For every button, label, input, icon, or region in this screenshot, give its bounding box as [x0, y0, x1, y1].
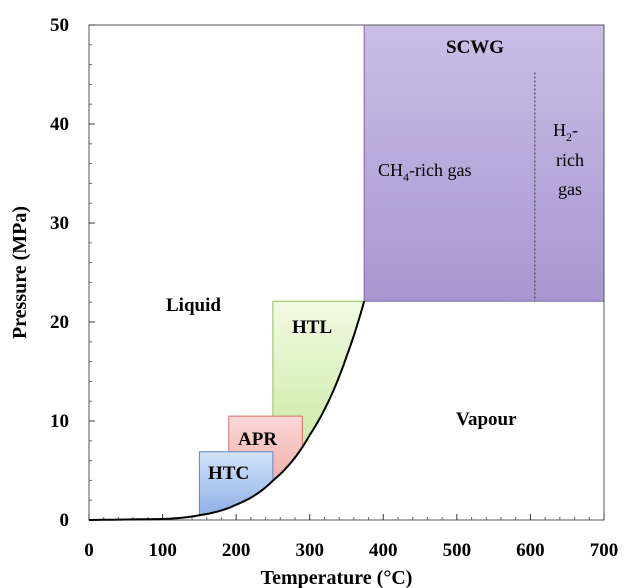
x-tick-label: 500 [443, 540, 472, 561]
saturation-curve-line [89, 300, 366, 521]
y-axis-title: Pressure (MPa) [9, 206, 31, 339]
h2-rich-label-line2: rich [556, 150, 584, 170]
y-tick-label: 40 [50, 114, 69, 135]
liquid-label: Liquid [166, 295, 221, 316]
y-tick-label: 20 [50, 312, 69, 333]
htc-label: HTC [208, 463, 249, 484]
apr-label: APR [238, 429, 277, 450]
x-tick-label: 300 [295, 540, 324, 561]
h2-rich-label-line3: gas [558, 179, 582, 199]
ch4-rich-gas-label: CH4-rich gas [378, 160, 472, 184]
y-tick-label: 0 [60, 510, 70, 531]
scwg-label: SCWG [446, 37, 504, 58]
plot-frame [88, 24, 605, 521]
y-tick-label: 50 [50, 15, 69, 36]
regions-layer [198, 24, 605, 516]
curve-layer [89, 300, 366, 521]
labels-layer: Liquid Vapour HTL APR HTC SCWG CH4-rich gas H2-… [166, 37, 584, 484]
region-scwg [363, 24, 605, 302]
x-axis-title: Temperature (°C) [261, 567, 413, 588]
x-tick-label: 200 [222, 540, 251, 561]
x-tick-label: 400 [369, 540, 398, 561]
y-tick-label: 30 [50, 213, 69, 234]
x-tick-label: 0 [84, 540, 94, 561]
htl-label: HTL [292, 317, 332, 338]
h2-rich-label-line1: H2- [553, 120, 578, 144]
axes-layer: 0 100 200 300 400 500 600 700 0 10 20 30 40 50 Tempera… [9, 15, 618, 588]
x-tick-label: 600 [516, 540, 545, 561]
vapour-label: Vapour [456, 409, 517, 430]
x-tick-label: 100 [148, 540, 177, 561]
x-tick-label: 700 [590, 540, 619, 561]
y-tick-label: 10 [50, 411, 69, 432]
